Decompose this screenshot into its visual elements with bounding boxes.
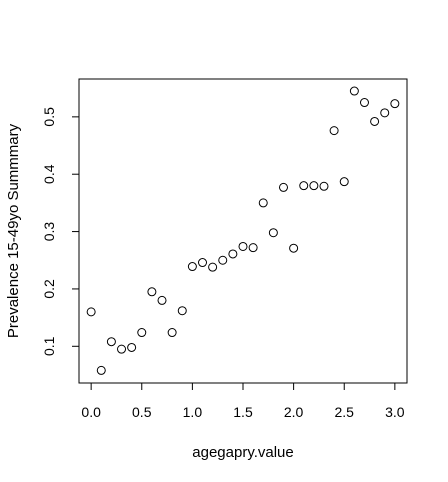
data-point xyxy=(86,307,96,317)
x-tick-label: 1.5 xyxy=(233,404,253,420)
x-tick-label: 0.0 xyxy=(81,404,101,420)
data-point xyxy=(370,116,380,126)
x-axis: 0.0 0.5 1.0 1.5 2.0 2.5 3.0 xyxy=(81,382,405,420)
data-point xyxy=(289,243,299,253)
data-point xyxy=(319,181,329,191)
data-point xyxy=(177,306,187,316)
data-point xyxy=(268,228,278,238)
data-point xyxy=(248,243,258,253)
data-point xyxy=(127,342,137,352)
data-point xyxy=(238,241,248,251)
data-point xyxy=(198,258,208,268)
y-tick-label: 0.1 xyxy=(41,336,57,356)
data-point xyxy=(157,295,167,305)
data-point xyxy=(218,255,228,265)
x-tick-label: 2.5 xyxy=(335,404,355,420)
data-point xyxy=(299,181,309,191)
y-axis: 0.1 0.2 0.3 0.4 0.5 xyxy=(41,107,80,356)
data-point xyxy=(278,182,288,192)
data-point xyxy=(208,262,218,272)
y-tick-label: 0.5 xyxy=(41,107,57,127)
data-point xyxy=(309,181,319,191)
data-point xyxy=(96,365,106,375)
x-tick-label: 0.5 xyxy=(132,404,152,420)
x-axis-title: agegapry.value xyxy=(192,444,293,461)
plot-frame xyxy=(78,78,408,384)
x-tick-label: 2.0 xyxy=(284,404,304,420)
data-point xyxy=(147,287,157,297)
y-tick-label: 0.4 xyxy=(41,164,57,184)
data-point xyxy=(228,249,238,259)
y-tick-label: 0.3 xyxy=(41,222,57,242)
data-point xyxy=(349,86,359,96)
data-point xyxy=(137,328,147,338)
y-tick-label: 0.2 xyxy=(41,279,57,299)
data-point xyxy=(329,126,339,136)
data-point xyxy=(380,108,390,118)
data-point xyxy=(390,99,400,109)
data-point xyxy=(258,198,268,208)
data-point xyxy=(117,344,127,354)
x-tick-label: 1.0 xyxy=(183,404,203,420)
data-point xyxy=(167,328,177,338)
data-points xyxy=(86,86,400,375)
data-point xyxy=(339,177,349,187)
data-point xyxy=(106,337,116,347)
x-tick-label: 3.0 xyxy=(385,404,405,420)
data-point xyxy=(359,98,369,108)
y-axis-title: Prevalence 15-49yo Summmary xyxy=(5,123,22,338)
data-point xyxy=(187,262,197,272)
